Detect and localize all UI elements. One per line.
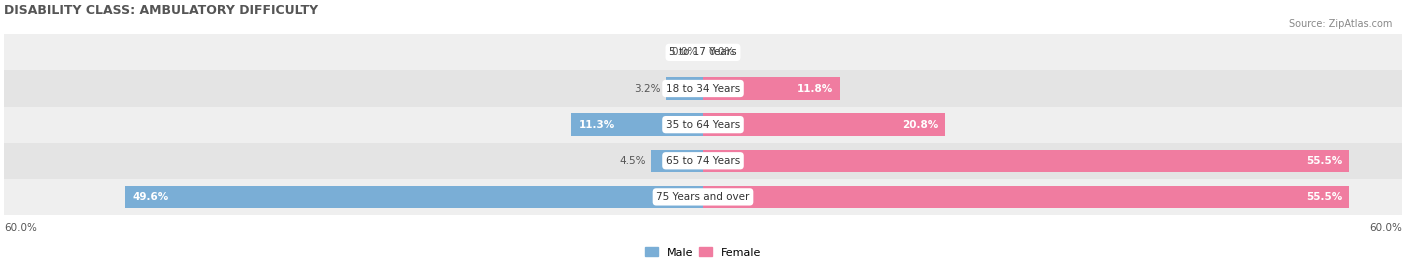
Text: 49.6%: 49.6% <box>132 192 169 202</box>
Text: Source: ZipAtlas.com: Source: ZipAtlas.com <box>1288 19 1392 29</box>
Bar <box>4 107 1402 143</box>
Bar <box>4 143 1402 179</box>
Bar <box>571 113 703 136</box>
Bar <box>4 34 1402 70</box>
Bar <box>703 113 945 136</box>
Bar <box>651 150 703 172</box>
Text: 18 to 34 Years: 18 to 34 Years <box>666 84 740 94</box>
Text: 11.3%: 11.3% <box>578 120 614 130</box>
Text: 11.8%: 11.8% <box>797 84 834 94</box>
Text: 75 Years and over: 75 Years and over <box>657 192 749 202</box>
Text: 5 to 17 Years: 5 to 17 Years <box>669 47 737 57</box>
Bar <box>665 77 703 100</box>
Legend: Male, Female: Male, Female <box>640 243 766 262</box>
Bar <box>703 186 1350 208</box>
Bar <box>125 186 703 208</box>
Text: 60.0%: 60.0% <box>4 223 37 233</box>
Text: 60.0%: 60.0% <box>1369 223 1402 233</box>
Text: 20.8%: 20.8% <box>903 120 938 130</box>
Text: 3.2%: 3.2% <box>634 84 661 94</box>
Bar <box>703 150 1350 172</box>
Text: 65 to 74 Years: 65 to 74 Years <box>666 156 740 166</box>
Bar <box>703 77 841 100</box>
Bar <box>4 70 1402 107</box>
Bar <box>4 179 1402 215</box>
Text: 35 to 64 Years: 35 to 64 Years <box>666 120 740 130</box>
Text: 55.5%: 55.5% <box>1306 156 1343 166</box>
Text: 0.0%: 0.0% <box>709 47 735 57</box>
Text: 55.5%: 55.5% <box>1306 192 1343 202</box>
Text: 4.5%: 4.5% <box>620 156 645 166</box>
Text: 0.0%: 0.0% <box>671 47 697 57</box>
Text: DISABILITY CLASS: AMBULATORY DIFFICULTY: DISABILITY CLASS: AMBULATORY DIFFICULTY <box>4 4 318 17</box>
